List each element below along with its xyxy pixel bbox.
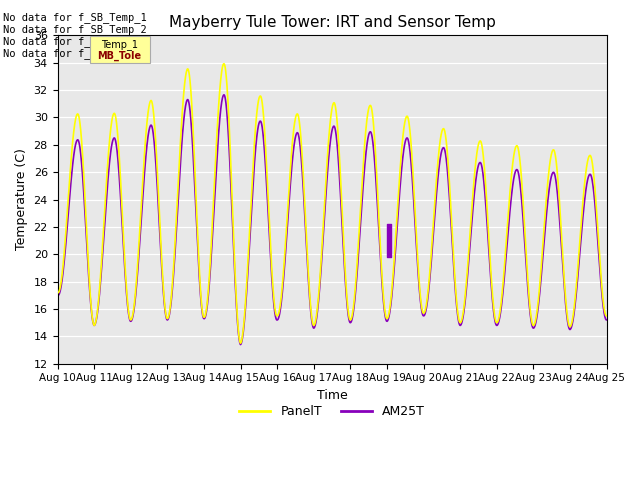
Text: No data for f_IV_Temp_1: No data for f_IV_Temp_1 bbox=[3, 36, 147, 47]
X-axis label: Time: Time bbox=[317, 389, 348, 402]
Text: Temp_1: Temp_1 bbox=[101, 39, 138, 50]
Text: No data for f_Temp_2: No data for f_Temp_2 bbox=[3, 48, 128, 59]
Text: MB_Tole: MB_Tole bbox=[98, 50, 141, 60]
Title: Mayberry Tule Tower: IRT and Sensor Temp: Mayberry Tule Tower: IRT and Sensor Temp bbox=[168, 15, 495, 30]
Y-axis label: Temperature (C): Temperature (C) bbox=[15, 149, 28, 251]
Legend: PanelT, AM25T: PanelT, AM25T bbox=[234, 400, 430, 423]
Text: No data for f_SB_Temp_1: No data for f_SB_Temp_1 bbox=[3, 12, 147, 23]
Text: No data for f_SB_Temp_2: No data for f_SB_Temp_2 bbox=[3, 24, 147, 35]
